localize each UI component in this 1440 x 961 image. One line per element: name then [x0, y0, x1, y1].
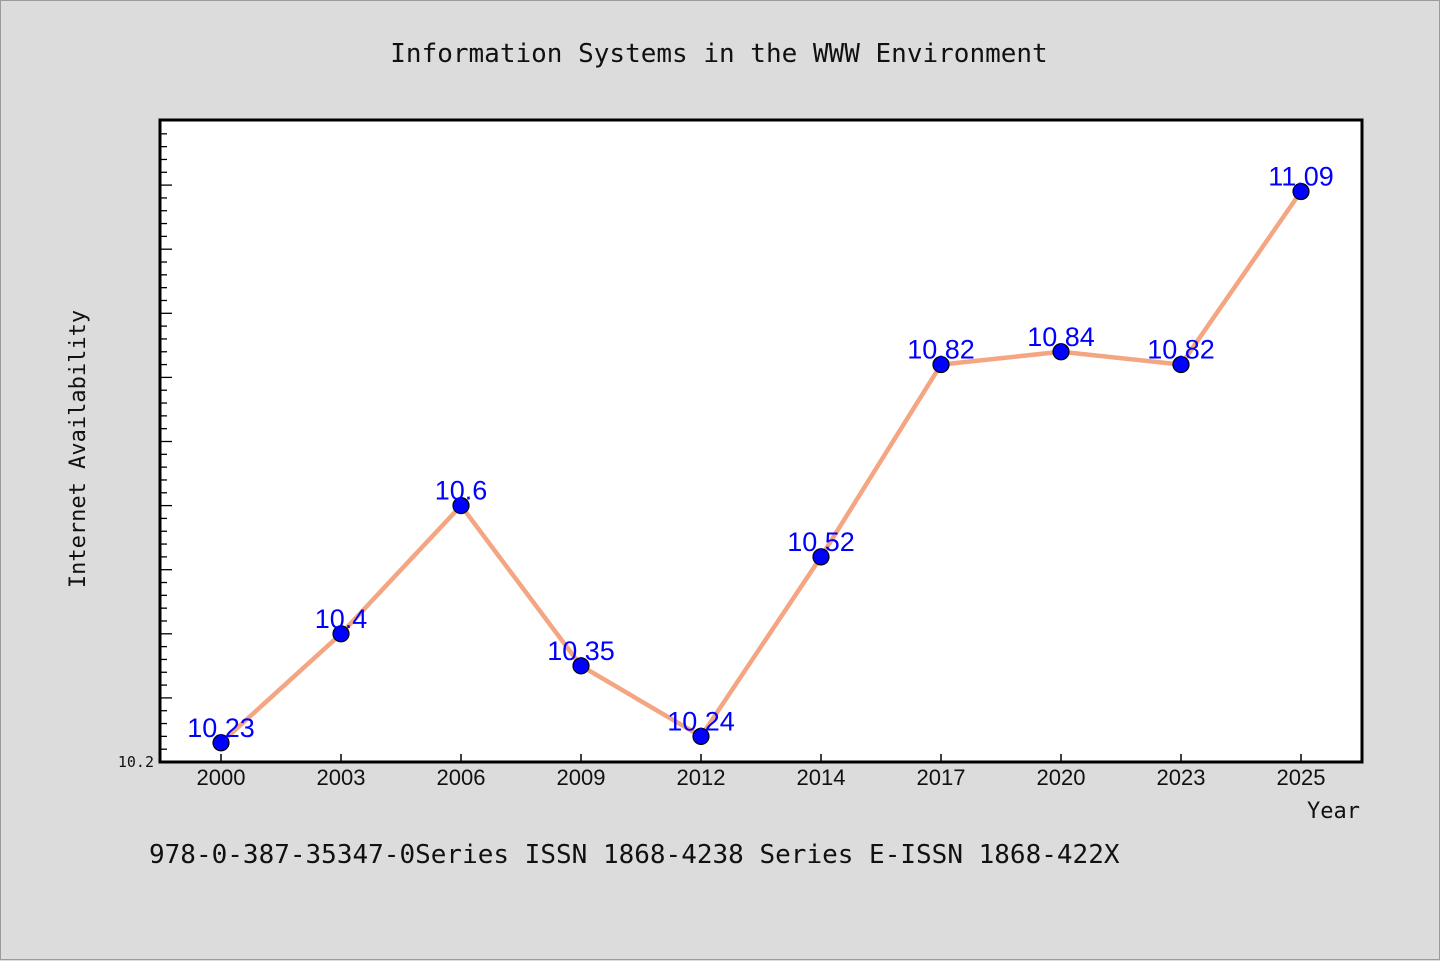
x-tick-label: 2012	[677, 765, 726, 790]
data-point	[572, 657, 590, 675]
series-layer	[212, 182, 1310, 752]
data-label: 10.4	[315, 604, 368, 634]
data-label: 10.84	[1027, 322, 1095, 352]
x-tick-label: 2000	[197, 765, 246, 790]
plot-area	[158, 118, 1364, 764]
x-axis-ticks: 2000 2003 2006 2009 2012 2014 2017 2020 2023 2025	[197, 754, 1326, 790]
x-tick-label: 2003	[317, 765, 366, 790]
data-point	[692, 727, 710, 745]
data-label: 10.82	[1147, 335, 1215, 365]
data-label: 10.24	[667, 706, 735, 736]
x-tick-label: 2006	[437, 765, 486, 790]
y-axis-ticks: 10.2	[118, 133, 172, 771]
x-tick-label: 2023	[1157, 765, 1206, 790]
data-point	[932, 355, 950, 374]
footer-text: 978-0-387-35347-0Series ISSN 1868-4238 S…	[149, 840, 1120, 870]
data-point	[452, 497, 470, 515]
chart-title: Information Systems in the WWW Environme…	[390, 39, 1047, 69]
series-line	[219, 190, 1303, 745]
x-tick-label: 2009	[557, 765, 606, 790]
data-label: 10.35	[547, 636, 615, 666]
x-tick-label: 2020	[1037, 765, 1086, 790]
data-point	[1292, 182, 1310, 201]
x-tick-label: 2014	[797, 765, 846, 790]
x-axis-label: Year	[1307, 799, 1360, 824]
x-tick-label: 2025	[1277, 765, 1326, 790]
data-point	[1052, 343, 1070, 361]
x-tick-label: 2017	[917, 765, 966, 790]
data-label: 11.09	[1268, 162, 1334, 192]
data-point	[332, 625, 350, 643]
data-label: 10.23	[187, 713, 255, 743]
data-point	[812, 548, 830, 566]
y-axis-label: Internet Availability	[66, 310, 91, 588]
data-point	[212, 734, 230, 752]
data-label: 10.82	[907, 335, 975, 365]
data-label: 10.52	[787, 527, 855, 557]
data-label: 10.6	[435, 476, 488, 506]
y-tick-label: 10.2	[118, 753, 154, 771]
data-labels-layer: 10.23 10.4 10.6 10.35 10.24 10.52 10.82 10.84 10…	[187, 162, 1334, 743]
data-point	[1172, 355, 1190, 374]
